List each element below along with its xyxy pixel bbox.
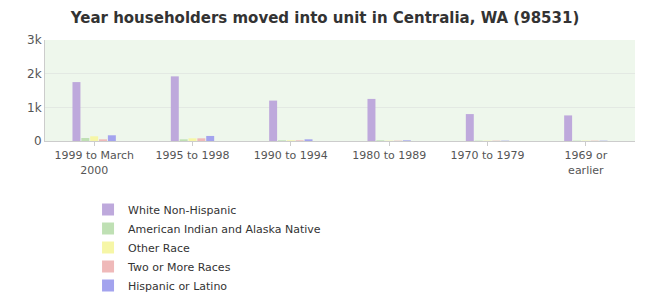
svg-text:1980 to 1989: 1980 to 1989 xyxy=(352,149,426,162)
svg-text:1969 orearlier: 1969 orearlier xyxy=(564,149,607,176)
svg-text:Two or More Races: Two or More Races xyxy=(127,261,231,274)
svg-text:American Indian and Alaska Nat: American Indian and Alaska Native xyxy=(128,223,321,236)
svg-text:Hispanic or Latino: Hispanic or Latino xyxy=(128,280,227,293)
svg-text:White Non-Hispanic: White Non-Hispanic xyxy=(128,204,236,217)
svg-text:3k: 3k xyxy=(27,33,42,47)
svg-text:1995 to 1998: 1995 to 1998 xyxy=(155,149,229,162)
svg-text:1990 to 1994: 1990 to 1994 xyxy=(254,149,328,162)
svg-text:2k: 2k xyxy=(27,67,42,81)
svg-text:0: 0 xyxy=(34,134,42,148)
svg-text:Year householders moved into u: Year householders moved into unit in Cen… xyxy=(70,9,580,27)
svg-text:Other Race: Other Race xyxy=(128,242,190,255)
svg-text:1999 to March2000: 1999 to March2000 xyxy=(54,149,134,176)
svg-text:1k: 1k xyxy=(27,101,42,115)
svg-text:1970 to 1979: 1970 to 1979 xyxy=(450,149,524,162)
